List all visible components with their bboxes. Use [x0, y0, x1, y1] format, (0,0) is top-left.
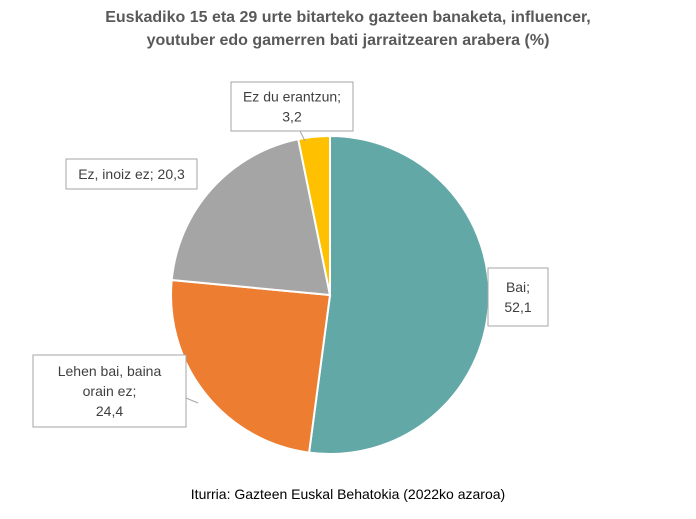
- data-label-3: Ez du erantzun; 3,2: [230, 81, 354, 132]
- data-label-box-0: [487, 267, 549, 327]
- leader-line-1: [185, 397, 199, 404]
- leader-lines: [185, 130, 306, 404]
- pie-slice-0: [307, 134, 490, 455]
- pie-slice-3: [297, 134, 331, 296]
- pie-slice-1: [170, 278, 332, 454]
- data-label-text-3-1: 3,2: [282, 109, 302, 125]
- data-label-box-1: [32, 354, 187, 428]
- chart-title-line-2: youtuber edo gamerren bati jarraitzearen…: [146, 32, 550, 49]
- data-label-box-2: [65, 158, 198, 190]
- data-label-text-3-0: Ez du erantzun;: [243, 89, 341, 105]
- leader-line-3: [299, 130, 306, 142]
- data-label-2: Ez, inoiz ez; 20,3: [65, 158, 198, 190]
- data-label-text-1-1: orain ez;: [83, 383, 137, 399]
- data-labels: Bai; 52,1 Lehen bai, baina orain ez; 24,4 Ez,…: [32, 81, 549, 428]
- pie-slice-2: [170, 138, 332, 297]
- data-label-text-1-2: 24,4: [96, 403, 123, 419]
- data-label-box-3: [230, 81, 354, 132]
- data-label-text-2-0: Ez, inoiz ez; 20,3: [78, 166, 185, 182]
- data-label-0: Bai; 52,1: [487, 267, 549, 327]
- pie-slices: [170, 134, 490, 455]
- chart-title-line-1: Euskadiko 15 eta 29 urte bitarteko gazte…: [105, 9, 591, 26]
- chart-title: Euskadiko 15 eta 29 urte bitarteko gazte…: [0, 6, 696, 52]
- data-label-1: Lehen bai, baina orain ez; 24,4: [32, 354, 187, 428]
- data-label-text-1-0: Lehen bai, baina: [58, 363, 162, 379]
- source-note: Iturria: Gazteen Euskal Behatokia (2022k…: [190, 486, 506, 502]
- data-label-text-0-0: Bai;: [506, 279, 530, 295]
- data-label-text-0-1: 52,1: [504, 299, 531, 315]
